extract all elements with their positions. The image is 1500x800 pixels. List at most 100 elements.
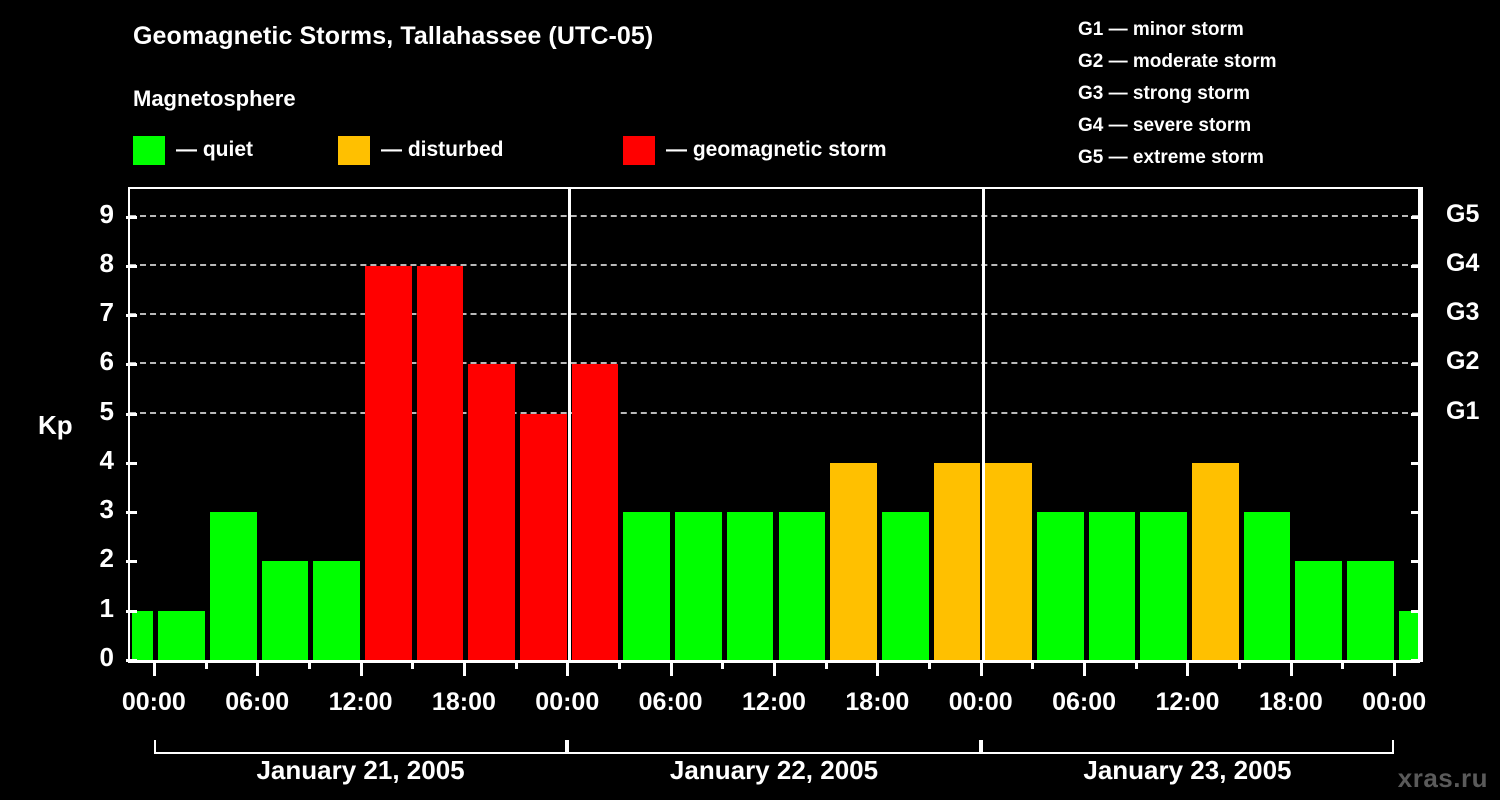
g-axis-label-G1: G1 bbox=[1446, 396, 1480, 425]
x-tick-major-3 bbox=[462, 660, 466, 676]
date-label-1: January 21, 2005 bbox=[256, 755, 465, 785]
day-divider-1 bbox=[568, 189, 572, 660]
right-tick-kp-2 bbox=[1411, 560, 1423, 564]
x-tick-major-9 bbox=[1083, 660, 1087, 676]
x-axis-time-label-3: 18:00 bbox=[431, 688, 496, 716]
x-tick-major-11 bbox=[1289, 660, 1293, 676]
y-axis-label-7: 7 bbox=[99, 297, 114, 328]
x-tick-minor-15 bbox=[928, 660, 932, 669]
x-tick-major-5 bbox=[669, 660, 673, 676]
bar-18 bbox=[1088, 512, 1136, 660]
y-axis-label-1: 1 bbox=[99, 592, 114, 623]
g-axis-label-G2: G2 bbox=[1446, 347, 1480, 376]
y-tick-3 bbox=[126, 511, 137, 515]
bar-12 bbox=[778, 512, 826, 660]
bar-9 bbox=[623, 512, 671, 660]
y-axis-label-4: 4 bbox=[99, 444, 114, 475]
bar-11 bbox=[726, 512, 774, 660]
date-label-3: January 23, 2005 bbox=[1083, 755, 1292, 785]
right-tick-kp-4 bbox=[1411, 461, 1423, 465]
orange-square-icon bbox=[338, 135, 370, 165]
bar-3 bbox=[313, 561, 361, 660]
x-tick-minor-11 bbox=[721, 660, 725, 669]
x-tick-minor-21 bbox=[1238, 660, 1242, 669]
bar-leading-partial bbox=[132, 610, 153, 660]
y-tick-4 bbox=[126, 461, 137, 465]
g-scale-line-2: G2 — moderate storm bbox=[1078, 51, 1277, 72]
bar-19 bbox=[1140, 512, 1187, 660]
x-tick-minor-3 bbox=[307, 660, 311, 669]
date-label-2: January 22, 2005 bbox=[669, 755, 879, 785]
x-axis-time-label-6: 12:00 bbox=[742, 688, 806, 716]
watermark: xras.ru bbox=[1397, 763, 1488, 793]
x-tick-major-12 bbox=[1393, 660, 1397, 676]
bar-17 bbox=[1036, 512, 1084, 660]
right-tick-kp-7 bbox=[1411, 314, 1423, 318]
right-tick-kp-6 bbox=[1411, 363, 1423, 367]
x-tick-minor-1 bbox=[204, 660, 208, 669]
x-axis-time-label-12: 00:00 bbox=[1362, 688, 1427, 716]
gridline-kp-7 bbox=[130, 313, 1418, 316]
x-axis-time-label-11: 18:00 bbox=[1258, 688, 1323, 716]
right-tick-kp-9 bbox=[1411, 215, 1423, 219]
x-axis-time-label-1: 06:00 bbox=[225, 688, 290, 716]
x-tick-minor-17 bbox=[1031, 660, 1035, 669]
bar-1 bbox=[210, 512, 257, 660]
x-tick-minor-9 bbox=[617, 660, 621, 669]
right-tick-kp-3 bbox=[1411, 511, 1423, 515]
legend-item-label: — disturbed bbox=[381, 138, 504, 161]
legend-item-0: — quiet bbox=[133, 134, 253, 166]
bar-14 bbox=[881, 512, 929, 660]
bar-5 bbox=[416, 265, 464, 660]
x-tick-major-1 bbox=[256, 660, 260, 676]
bar-21 bbox=[1243, 512, 1291, 660]
x-axis-time-label-7: 18:00 bbox=[845, 688, 910, 716]
legend-item-2: — geomagnetic storm bbox=[623, 134, 887, 166]
bar-13 bbox=[830, 462, 877, 660]
bar-10 bbox=[675, 512, 722, 660]
y-tick-5 bbox=[126, 412, 137, 416]
bar-2 bbox=[261, 561, 309, 660]
y-axis-title: Kp bbox=[38, 410, 73, 440]
g-axis-label-G3: G3 bbox=[1446, 298, 1480, 327]
plot-area bbox=[128, 187, 1420, 660]
bar-15 bbox=[933, 462, 981, 660]
x-tick-major-8 bbox=[979, 660, 983, 676]
bar-23 bbox=[1346, 561, 1394, 660]
g-axis-label-G5: G5 bbox=[1446, 199, 1480, 228]
y-tick-7 bbox=[126, 314, 137, 318]
y-tick-9 bbox=[126, 215, 137, 219]
legend-item-1: — disturbed bbox=[338, 134, 504, 166]
y-axis-label-0: 0 bbox=[99, 642, 114, 672]
x-axis-time-label-8: 00:00 bbox=[948, 688, 1013, 716]
legend-item-label: — quiet bbox=[176, 138, 253, 161]
y-tick-8 bbox=[126, 264, 137, 268]
x-axis-time-label-4: 00:00 bbox=[535, 688, 600, 716]
magnetosphere-label: Magnetosphere bbox=[133, 86, 296, 111]
x-tick-minor-23 bbox=[1341, 660, 1345, 669]
x-axis-time-label-9: 06:00 bbox=[1052, 688, 1117, 716]
day-divider-2 bbox=[981, 189, 985, 660]
y-axis-label-3: 3 bbox=[99, 494, 114, 525]
bar-0 bbox=[158, 610, 205, 660]
red-square-icon bbox=[623, 135, 655, 165]
x-tick-minor-19 bbox=[1134, 660, 1138, 669]
x-tick-major-0 bbox=[152, 660, 156, 676]
y-tick-2 bbox=[126, 560, 137, 564]
gridline-kp-5 bbox=[130, 411, 1418, 414]
green-square-icon bbox=[133, 135, 165, 165]
x-tick-major-2 bbox=[359, 660, 363, 676]
bar-7 bbox=[520, 413, 567, 660]
plot-inner bbox=[130, 189, 1418, 660]
g-scale-line-1: G1 — minor storm bbox=[1078, 19, 1244, 40]
right-axis-line bbox=[1420, 187, 1423, 660]
date-bracket-1 bbox=[153, 740, 568, 754]
legend-item-label: — geomagnetic storm bbox=[666, 138, 887, 161]
y-axis-label-9: 9 bbox=[99, 198, 114, 229]
g-axis-label-G4: G4 bbox=[1446, 248, 1480, 277]
x-axis-time-label-2: 12:00 bbox=[328, 688, 393, 716]
right-tick-kp-1 bbox=[1411, 609, 1423, 613]
x-tick-major-6 bbox=[773, 660, 776, 676]
bar-22 bbox=[1295, 561, 1342, 660]
g-scale-legend: G1 — minor storm G2 — moderate storm G3 — … bbox=[1078, 14, 1277, 174]
